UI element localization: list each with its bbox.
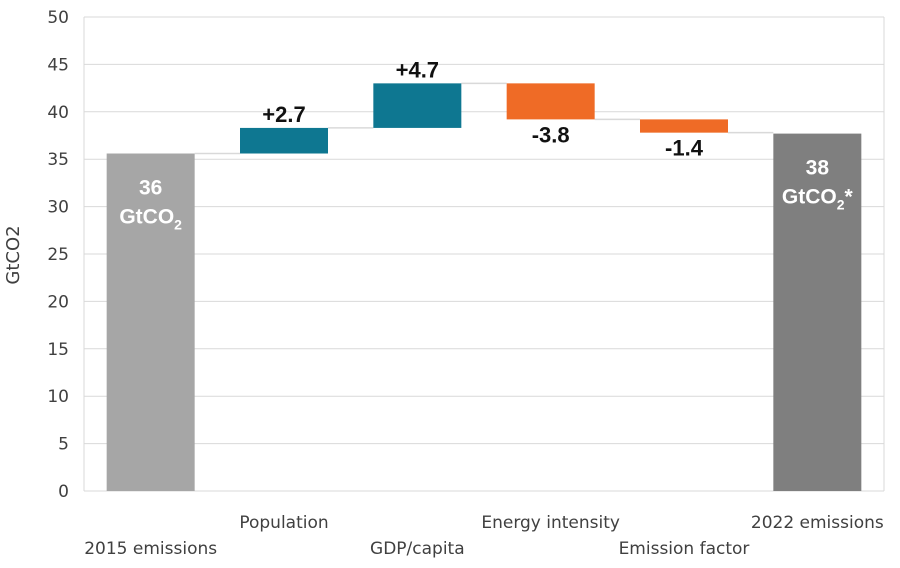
category-label: Population [239, 513, 328, 533]
category-label: Emission factor [619, 539, 750, 559]
bar-2022-emissions [773, 133, 862, 491]
connector-layer [194, 82, 774, 155]
bar-energy-intensity [506, 83, 595, 120]
y-axis-label: GtCO2 [3, 225, 24, 284]
total-value-label: 38 [806, 157, 830, 180]
bar-population [240, 127, 328, 154]
delta-value-label: -1.4 [665, 136, 704, 161]
category-label: GDP/capita [370, 539, 465, 559]
category-label: Energy intensity [481, 513, 620, 533]
y-tick-label: 5 [58, 435, 69, 455]
y-tick-label: 40 [47, 103, 69, 123]
grid-layer [83, 16, 885, 492]
category-label: 2022 emissions [751, 513, 884, 533]
y-tick-label: 10 [47, 387, 69, 407]
y-tick-label: 20 [47, 292, 69, 312]
total-unit-label: GtCO2 [119, 206, 182, 233]
bar-layer [106, 83, 862, 491]
category-label: 2015 emissions [84, 539, 217, 559]
y-tick-label: 15 [47, 340, 69, 360]
y-tick-label: 0 [58, 482, 69, 502]
category-labels: 2015 emissions Population GDP/capita Energy… [84, 513, 884, 559]
y-tick-labels: 0 5 10 15 20 25 30 35 40 45 50 [47, 8, 69, 502]
data-labels: 36 GtCO2 +2.7 +4.7 -3.8 -1.4 38 GtCO2* [119, 57, 853, 232]
y-tick-label: 30 [47, 198, 69, 218]
y-tick-label: 35 [47, 150, 69, 170]
delta-value-label: +4.7 [396, 57, 439, 82]
bar-2015-emissions [106, 153, 195, 491]
y-tick-label: 25 [47, 245, 69, 265]
delta-value-label: +2.7 [262, 102, 305, 127]
y-tick-label: 45 [47, 55, 69, 75]
total-value-label: 36 [139, 177, 162, 200]
delta-value-label: -3.8 [532, 122, 570, 147]
bar-gdp-capita [373, 83, 462, 128]
total-unit-label: GtCO2* [782, 186, 854, 213]
y-tick-label: 50 [47, 8, 69, 28]
bar-emission-factor [640, 119, 728, 133]
